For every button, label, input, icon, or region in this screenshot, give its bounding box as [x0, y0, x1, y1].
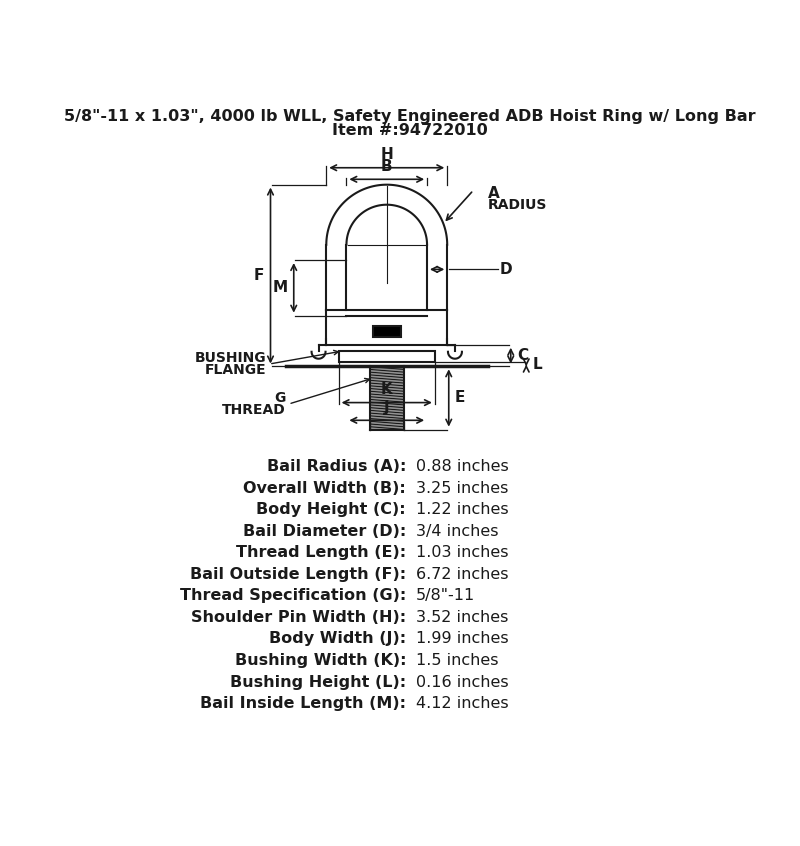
Text: 5/8"-11 x 1.03", 4000 lb WLL, Safety Engineered ADB Hoist Ring w/ Long Bar: 5/8"-11 x 1.03", 4000 lb WLL, Safety Eng… [64, 109, 756, 124]
Text: K: K [381, 382, 393, 398]
Text: 6.72 inches: 6.72 inches [416, 567, 509, 582]
Text: J: J [384, 400, 390, 415]
Text: 1.22 inches: 1.22 inches [416, 503, 509, 517]
Text: THREAD: THREAD [222, 404, 286, 417]
Text: Shoulder Pin Width (H):: Shoulder Pin Width (H): [191, 610, 406, 625]
Text: 4.12 inches: 4.12 inches [416, 696, 509, 711]
Text: 0.16 inches: 0.16 inches [416, 674, 509, 689]
Text: H: H [380, 147, 393, 162]
Text: Item #:94722010: Item #:94722010 [332, 123, 488, 138]
Text: Body Width (J):: Body Width (J): [269, 631, 406, 646]
Text: 5/8"-11: 5/8"-11 [416, 588, 475, 603]
Bar [338, 351, 435, 362]
Text: Thread Specification (G):: Thread Specification (G): [180, 588, 406, 603]
Text: Thread Length (E):: Thread Length (E): [236, 545, 406, 560]
Text: Body Height (C):: Body Height (C): [257, 503, 406, 517]
Text: 1.99 inches: 1.99 inches [416, 631, 509, 646]
Text: Bushing Height (L):: Bushing Height (L): [230, 674, 406, 689]
Text: Bail Diameter (D):: Bail Diameter (D): [243, 524, 406, 539]
Text: 3/4 inches: 3/4 inches [416, 524, 498, 539]
Text: 1.5 inches: 1.5 inches [416, 653, 498, 668]
Text: Bail Radius (A):: Bail Radius (A): [266, 459, 406, 474]
Text: L: L [533, 357, 542, 371]
Text: 0.88 inches: 0.88 inches [416, 459, 509, 474]
Text: C: C [517, 348, 528, 363]
Text: A: A [487, 186, 499, 201]
Text: RADIUS: RADIUS [487, 199, 547, 212]
Text: Overall Width (B):: Overall Width (B): [243, 481, 406, 496]
Text: B: B [381, 159, 393, 174]
Text: Bail Inside Length (M):: Bail Inside Length (M): [200, 696, 406, 711]
Text: 3.52 inches: 3.52 inches [416, 610, 509, 625]
Text: Bushing Width (K):: Bushing Width (K): [234, 653, 406, 668]
Text: G: G [274, 391, 286, 405]
Text: BUSHING: BUSHING [195, 351, 266, 365]
Text: FLANGE: FLANGE [205, 363, 266, 377]
Text: D: D [500, 262, 513, 277]
Text: 3.25 inches: 3.25 inches [416, 481, 509, 496]
Text: E: E [455, 391, 466, 405]
Text: Bail Outside Length (F):: Bail Outside Length (F): [190, 567, 406, 582]
Text: F: F [254, 268, 264, 283]
Bar [373, 326, 401, 338]
Text: 1.03 inches: 1.03 inches [416, 545, 509, 560]
Text: M: M [273, 280, 287, 295]
